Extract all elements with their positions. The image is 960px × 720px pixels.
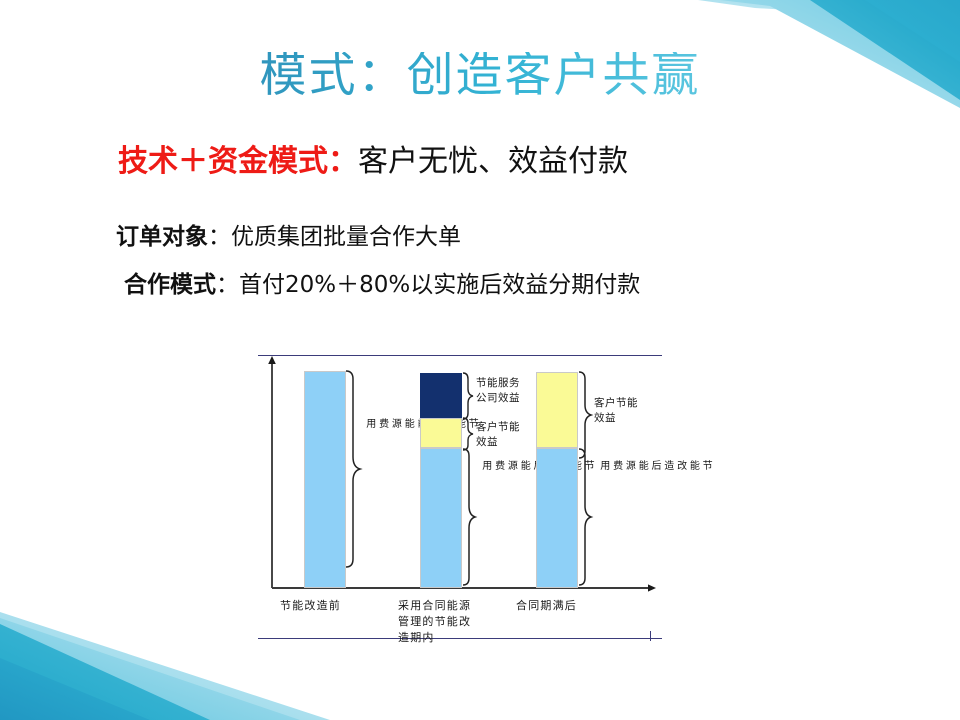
- bar-2: [420, 373, 462, 588]
- bar-3: [536, 372, 578, 588]
- bar-2-segment-customer-benefit: [420, 418, 462, 448]
- bullet-2-sep: ：: [216, 272, 239, 298]
- chart-top-rule: [258, 355, 662, 356]
- headline-rest: 客户无忧、效益付款: [358, 144, 628, 179]
- brace-bar1-total: [345, 370, 363, 568]
- chart-bottom-rule-tick: [650, 631, 651, 641]
- headline: 技术＋资金模式：客户无忧、效益付款: [118, 144, 628, 180]
- x-axis: [272, 584, 656, 592]
- bar-3-label-energy-cost-after: 节 能 改 造 后 能 源 费 用: [597, 460, 712, 471]
- category-label-during: 采用合同能源 管理的节能改 造期内: [398, 599, 472, 644]
- bar-2-segment-energy-cost-after: [420, 448, 462, 588]
- category-label-after: 合同期满后: [516, 599, 577, 612]
- brace-bar2-yellow: [462, 417, 474, 451]
- y-axis: [268, 356, 276, 588]
- bar-1-segment-energy-cost-before: [304, 371, 346, 588]
- bar-3-segment-customer-benefit: [536, 372, 578, 448]
- bar-2-segment-esco-benefit: [420, 373, 462, 418]
- bullet-order-target: 订单对象：优质集团批量合作大单: [116, 224, 461, 252]
- emc-stacked-bar-chart: 节 能 改 造 前 能 源 费 用 节能服务 公司效益 客户节能 效益 节 能 …: [250, 344, 711, 656]
- bar-3-label-customer-benefit: 客户节能 效益: [594, 397, 638, 425]
- chart-bottom-rule: [258, 638, 662, 639]
- bar-3-segment-energy-cost-after: [536, 448, 578, 588]
- page-title: 模式：创造客户共赢: [0, 52, 960, 99]
- bullet-1-sep: ：: [208, 224, 231, 250]
- bullet-1-rest: 优质集团批量合作大单: [231, 224, 461, 250]
- bullet-2-rest: 首付20%＋80%以实施后效益分期付款: [239, 272, 641, 298]
- brace-bar3-yellow: [578, 371, 594, 459]
- bullet-1-lead: 订单对象: [116, 224, 208, 250]
- bar-2-label-customer-benefit: 客户节能 效益: [476, 421, 520, 449]
- bar-2-label-esco-benefit: 节能服务 公司效益: [476, 377, 520, 405]
- headline-emphasis: 技术＋资金模式：: [118, 144, 358, 179]
- bullet-cooperation-mode: 合作模式：首付20%＋80%以实施后效益分期付款: [124, 272, 640, 300]
- bar-1: [304, 371, 346, 588]
- bullet-2-lead: 合作模式: [124, 272, 216, 298]
- brace-bar3-blue: [578, 448, 594, 586]
- category-label-before: 节能改造前: [280, 599, 341, 612]
- brace-bar2-navy: [462, 372, 474, 420]
- chart-plot-area: [250, 344, 670, 656]
- brace-bar2-blue: [462, 448, 478, 586]
